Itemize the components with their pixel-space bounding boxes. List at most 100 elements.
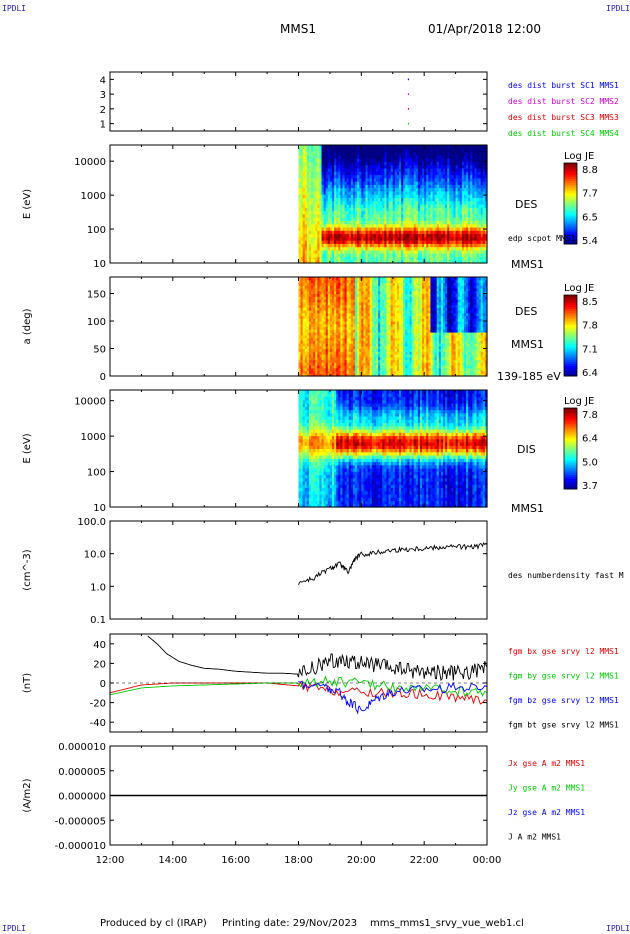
des_energy-heatmap-cell <box>361 256 365 261</box>
des_energy-heatmap-cell <box>403 167 406 172</box>
des_energy-heatmap-cell <box>434 158 438 162</box>
burst-marker <box>407 108 410 110</box>
des_energy-heatmap-cell <box>355 151 358 156</box>
des_energy-heatmap-cell <box>436 259 440 264</box>
des_energy-heatmap-cell <box>466 174 469 179</box>
des_energy-heatmap-cell <box>329 236 333 241</box>
des_pitch-heatmap-cell <box>319 373 323 377</box>
des_energy-heatmap-cell <box>461 249 465 254</box>
des_energy-heatmap-cell <box>449 230 452 235</box>
des_energy-heatmap-cell <box>321 253 325 258</box>
des_pitch-heatmap-cell <box>329 373 333 377</box>
des_energy-heatmap-cell <box>426 181 429 185</box>
des_energy-heatmap-cell <box>355 174 358 179</box>
des_energy-heatmap-cell <box>357 236 360 241</box>
des_pitch-heatmap-cell <box>308 359 312 363</box>
des_pitch-heatmap-cell <box>300 285 304 289</box>
des_pitch-heatmap-cell <box>373 315 377 319</box>
des_energy-heatmap-cell <box>440 210 444 215</box>
des_energy-heatmap-cell <box>447 246 450 251</box>
des_energy-heatmap-cell <box>373 240 377 244</box>
des_energy-heatmap-cell <box>334 161 337 166</box>
des_energy-heatmap-cell <box>378 184 381 189</box>
des_pitch-heatmap-cell <box>336 290 339 295</box>
des_pitch-heatmap-cell <box>342 307 346 311</box>
des_energy-heatmap-cell <box>401 167 404 172</box>
des_pitch-heatmap-cell <box>325 373 329 377</box>
des_energy-heatmap-cell <box>357 210 360 215</box>
des_pitch-heatmap-cell <box>302 307 306 311</box>
des_energy-heatmap-cell <box>443 151 446 156</box>
des_energy-heatmap-cell <box>313 256 316 261</box>
des_pitch-heatmap-cell <box>300 307 304 311</box>
des_energy-heatmap-cell <box>382 240 385 244</box>
des_pitch-heatmap-cell <box>323 315 327 319</box>
des_pitch-heatmap-cell <box>378 290 381 295</box>
des_pitch-heatmap-cell <box>384 285 388 289</box>
des_pitch-heatmap-cell <box>355 318 358 322</box>
des_energy-heatmap-cell <box>325 226 329 231</box>
des_energy-heatmap-cell <box>426 249 429 254</box>
des_energy-colorbar-segment <box>564 241 577 245</box>
des_pitch-heatmap-cell <box>300 299 304 303</box>
des_energy-heatmap-cell <box>463 259 467 264</box>
des_energy-heatmap-cell <box>365 187 369 192</box>
des_pitch-heatmap-cell <box>300 321 304 325</box>
des_energy-heatmap-cell <box>449 190 452 195</box>
des_energy-heatmap-cell <box>388 213 392 218</box>
des_energy-heatmap-cell <box>367 210 371 215</box>
des_energy-heatmap-cell <box>392 151 396 156</box>
des_pitch-heatmap-cell <box>327 329 331 333</box>
des_energy-heatmap-cell <box>308 213 312 218</box>
des_energy-heatmap-cell <box>449 204 452 208</box>
des_energy-heatmap-cell <box>468 171 471 176</box>
des_energy-heatmap-cell <box>428 190 432 195</box>
des_pitch-heatmap-cell <box>311 299 314 303</box>
des_energy-heatmap-cell <box>466 230 469 235</box>
des_energy-heatmap-cell <box>455 217 459 221</box>
des_energy-heatmap-cell <box>457 184 461 189</box>
des_energy-heatmap-cell <box>480 200 484 205</box>
des_pitch-heatmap-cell <box>373 340 377 344</box>
des_energy-heatmap-cell <box>302 204 306 208</box>
des_energy-heatmap-cell <box>315 230 318 235</box>
des_energy-heatmap-cell <box>396 217 400 221</box>
des_energy-heatmap-cell <box>480 177 484 182</box>
des_energy-heatmap-cell <box>482 171 486 176</box>
des_energy-heatmap-cell <box>367 145 371 149</box>
des_energy-heatmap-cell <box>430 190 434 195</box>
des_energy-heatmap-cell <box>308 148 312 153</box>
des_energy-heatmap-cell <box>424 200 427 205</box>
des_energy-heatmap-cell <box>470 167 473 172</box>
des_pitch-heatmap-cell <box>357 321 360 325</box>
des_energy-heatmap-cell <box>419 154 423 159</box>
des_energy-heatmap-cell <box>394 148 398 153</box>
des_pitch-heatmap-cell <box>386 279 390 284</box>
des_pitch-heatmap-cell <box>355 321 358 325</box>
des_energy-heatmap-cell <box>403 230 406 235</box>
des_pitch-heatmap-cell <box>380 279 383 284</box>
des_pitch-heatmap-cell <box>369 329 373 333</box>
des_energy-heatmap-cell <box>382 253 385 258</box>
des_energy-heatmap-cell <box>415 220 419 225</box>
des_pitch-heatmap-cell <box>327 370 331 374</box>
des_energy-heatmap-cell <box>440 174 444 179</box>
des_pitch-heatmap-cell <box>380 301 383 306</box>
des_energy-heatmap-cell <box>434 151 438 156</box>
des_energy-heatmap-cell <box>413 210 417 215</box>
des_energy-heatmap-cell <box>472 190 476 195</box>
des_energy-heatmap-cell <box>384 151 388 156</box>
des_pitch-heatmap-cell <box>365 296 369 300</box>
des_energy-heatmap-cell <box>417 256 421 261</box>
des_energy-heatmap-cell <box>468 145 471 149</box>
des_pitch-heatmap-cell <box>361 326 365 330</box>
des_pitch-heatmap-cell <box>317 348 321 352</box>
des_energy-heatmap-cell <box>300 226 304 231</box>
des_pitch-heatmap-cell <box>340 282 344 286</box>
des_energy-heatmap-cell <box>459 233 463 238</box>
des_energy-heatmap-cell <box>476 243 480 248</box>
des_energy-heatmap-cell <box>311 213 314 218</box>
des_energy-heatmap-cell <box>367 220 371 225</box>
des_energy-heatmap-cell <box>478 171 482 176</box>
des_pitch-heatmap-cell <box>357 332 360 336</box>
